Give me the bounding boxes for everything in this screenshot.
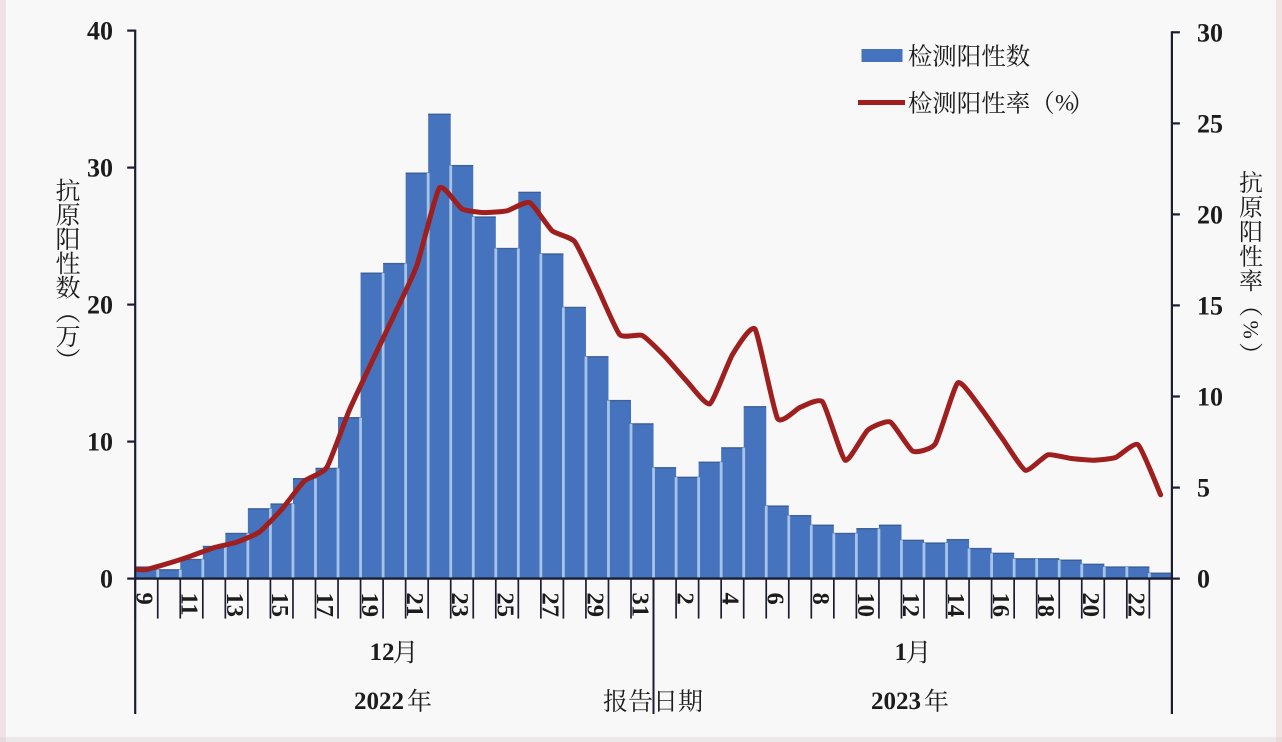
svg-text:16: 16	[987, 593, 1014, 618]
svg-text:19: 19	[356, 593, 383, 618]
svg-text:23: 23	[446, 593, 473, 618]
svg-text:21: 21	[401, 593, 428, 618]
svg-text:14: 14	[942, 593, 969, 618]
svg-text:2022: 2022	[354, 688, 404, 715]
svg-text:12: 12	[370, 639, 395, 666]
svg-text:10: 10	[87, 428, 113, 457]
svg-text:30: 30	[1197, 18, 1223, 47]
svg-text:6: 6	[762, 593, 789, 605]
svg-text:17: 17	[311, 593, 338, 618]
svg-text:4: 4	[717, 593, 744, 605]
svg-text:20: 20	[1197, 200, 1223, 229]
svg-text:25: 25	[491, 593, 518, 618]
svg-text:40: 40	[87, 17, 113, 46]
svg-text:5: 5	[1197, 474, 1210, 503]
svg-text:1: 1	[895, 639, 908, 666]
svg-text:%: %	[1055, 91, 1074, 116]
svg-text:15: 15	[266, 593, 293, 618]
svg-text:11: 11	[176, 593, 203, 616]
svg-text:2023: 2023	[871, 688, 921, 715]
svg-text:29: 29	[581, 593, 608, 618]
svg-text:12: 12	[897, 593, 924, 618]
svg-text:8: 8	[807, 593, 834, 605]
svg-text:22: 22	[1122, 593, 1149, 618]
svg-text:30: 30	[87, 154, 113, 183]
svg-text:10: 10	[1197, 383, 1223, 412]
svg-text:20: 20	[1077, 593, 1104, 618]
svg-text:20: 20	[87, 291, 113, 320]
svg-text:9: 9	[131, 593, 158, 605]
svg-text:27: 27	[536, 593, 563, 618]
svg-text:15: 15	[1197, 291, 1223, 320]
svg-text:18: 18	[1032, 593, 1059, 618]
svg-text:0: 0	[100, 565, 113, 594]
svg-text:0: 0	[1197, 565, 1210, 594]
svg-text:31: 31	[627, 593, 654, 618]
svg-text:13: 13	[221, 593, 248, 618]
svg-text:%: %	[1239, 320, 1264, 338]
svg-text:10: 10	[852, 593, 879, 618]
svg-text:25: 25	[1197, 109, 1223, 138]
svg-text:2: 2	[672, 593, 699, 605]
